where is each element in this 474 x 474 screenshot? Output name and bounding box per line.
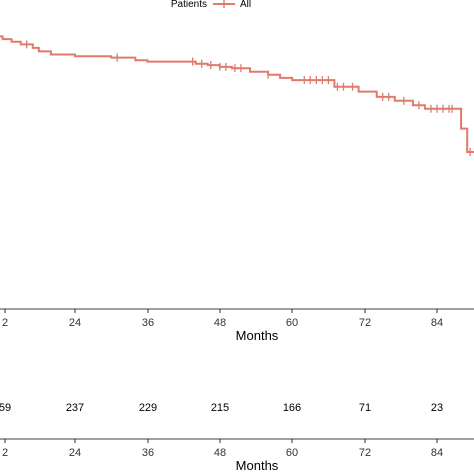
main-x-tick-label: 36 bbox=[142, 317, 154, 329]
plot-area bbox=[0, 35, 474, 156]
risk-x-ticks: 2 24 36 48 60 72 84 bbox=[2, 439, 443, 459]
risk-x-tick-label: 2 bbox=[2, 447, 8, 459]
risk-count: 71 bbox=[359, 402, 371, 414]
main-x-tick-label: 2 bbox=[2, 317, 8, 329]
risk-x-tick-label: 48 bbox=[214, 447, 226, 459]
risk-x-tick-label: 24 bbox=[69, 447, 81, 459]
risk-x-tick-label: 60 bbox=[286, 447, 298, 459]
main-x-tick-label: 84 bbox=[431, 317, 443, 329]
main-x-tick-label: 24 bbox=[69, 317, 81, 329]
main-x-tick-label: 60 bbox=[286, 317, 298, 329]
risk-count: 59 bbox=[0, 402, 11, 414]
risk-x-tick-label: 84 bbox=[431, 447, 443, 459]
censor-marks bbox=[26, 40, 471, 156]
risk-x-axis: 2 24 36 48 60 72 84 Months bbox=[0, 438, 474, 473]
km-survival-line bbox=[0, 35, 474, 153]
legend: Patients All bbox=[171, 0, 251, 10]
risk-count: 166 bbox=[283, 402, 301, 414]
risk-x-tick-label: 72 bbox=[359, 447, 371, 459]
legend-series-label: All bbox=[240, 0, 251, 10]
main-x-axis: 2 24 36 48 60 72 84 Months bbox=[0, 308, 474, 343]
risk-table-row: 59 237 229 215 166 71 23 bbox=[0, 402, 443, 414]
risk-count: 229 bbox=[139, 402, 157, 414]
risk-count: 237 bbox=[66, 402, 84, 414]
main-x-ticks: 2 24 36 48 60 72 84 bbox=[2, 309, 443, 329]
legend-title: Patients bbox=[171, 0, 207, 10]
main-x-tick-label: 72 bbox=[359, 317, 371, 329]
main-x-axis-title: Months bbox=[236, 328, 279, 343]
risk-x-axis-title: Months bbox=[236, 458, 279, 473]
main-x-tick-label: 48 bbox=[214, 317, 226, 329]
risk-x-tick-label: 36 bbox=[142, 447, 154, 459]
risk-count: 215 bbox=[211, 402, 229, 414]
risk-count: 23 bbox=[431, 402, 443, 414]
